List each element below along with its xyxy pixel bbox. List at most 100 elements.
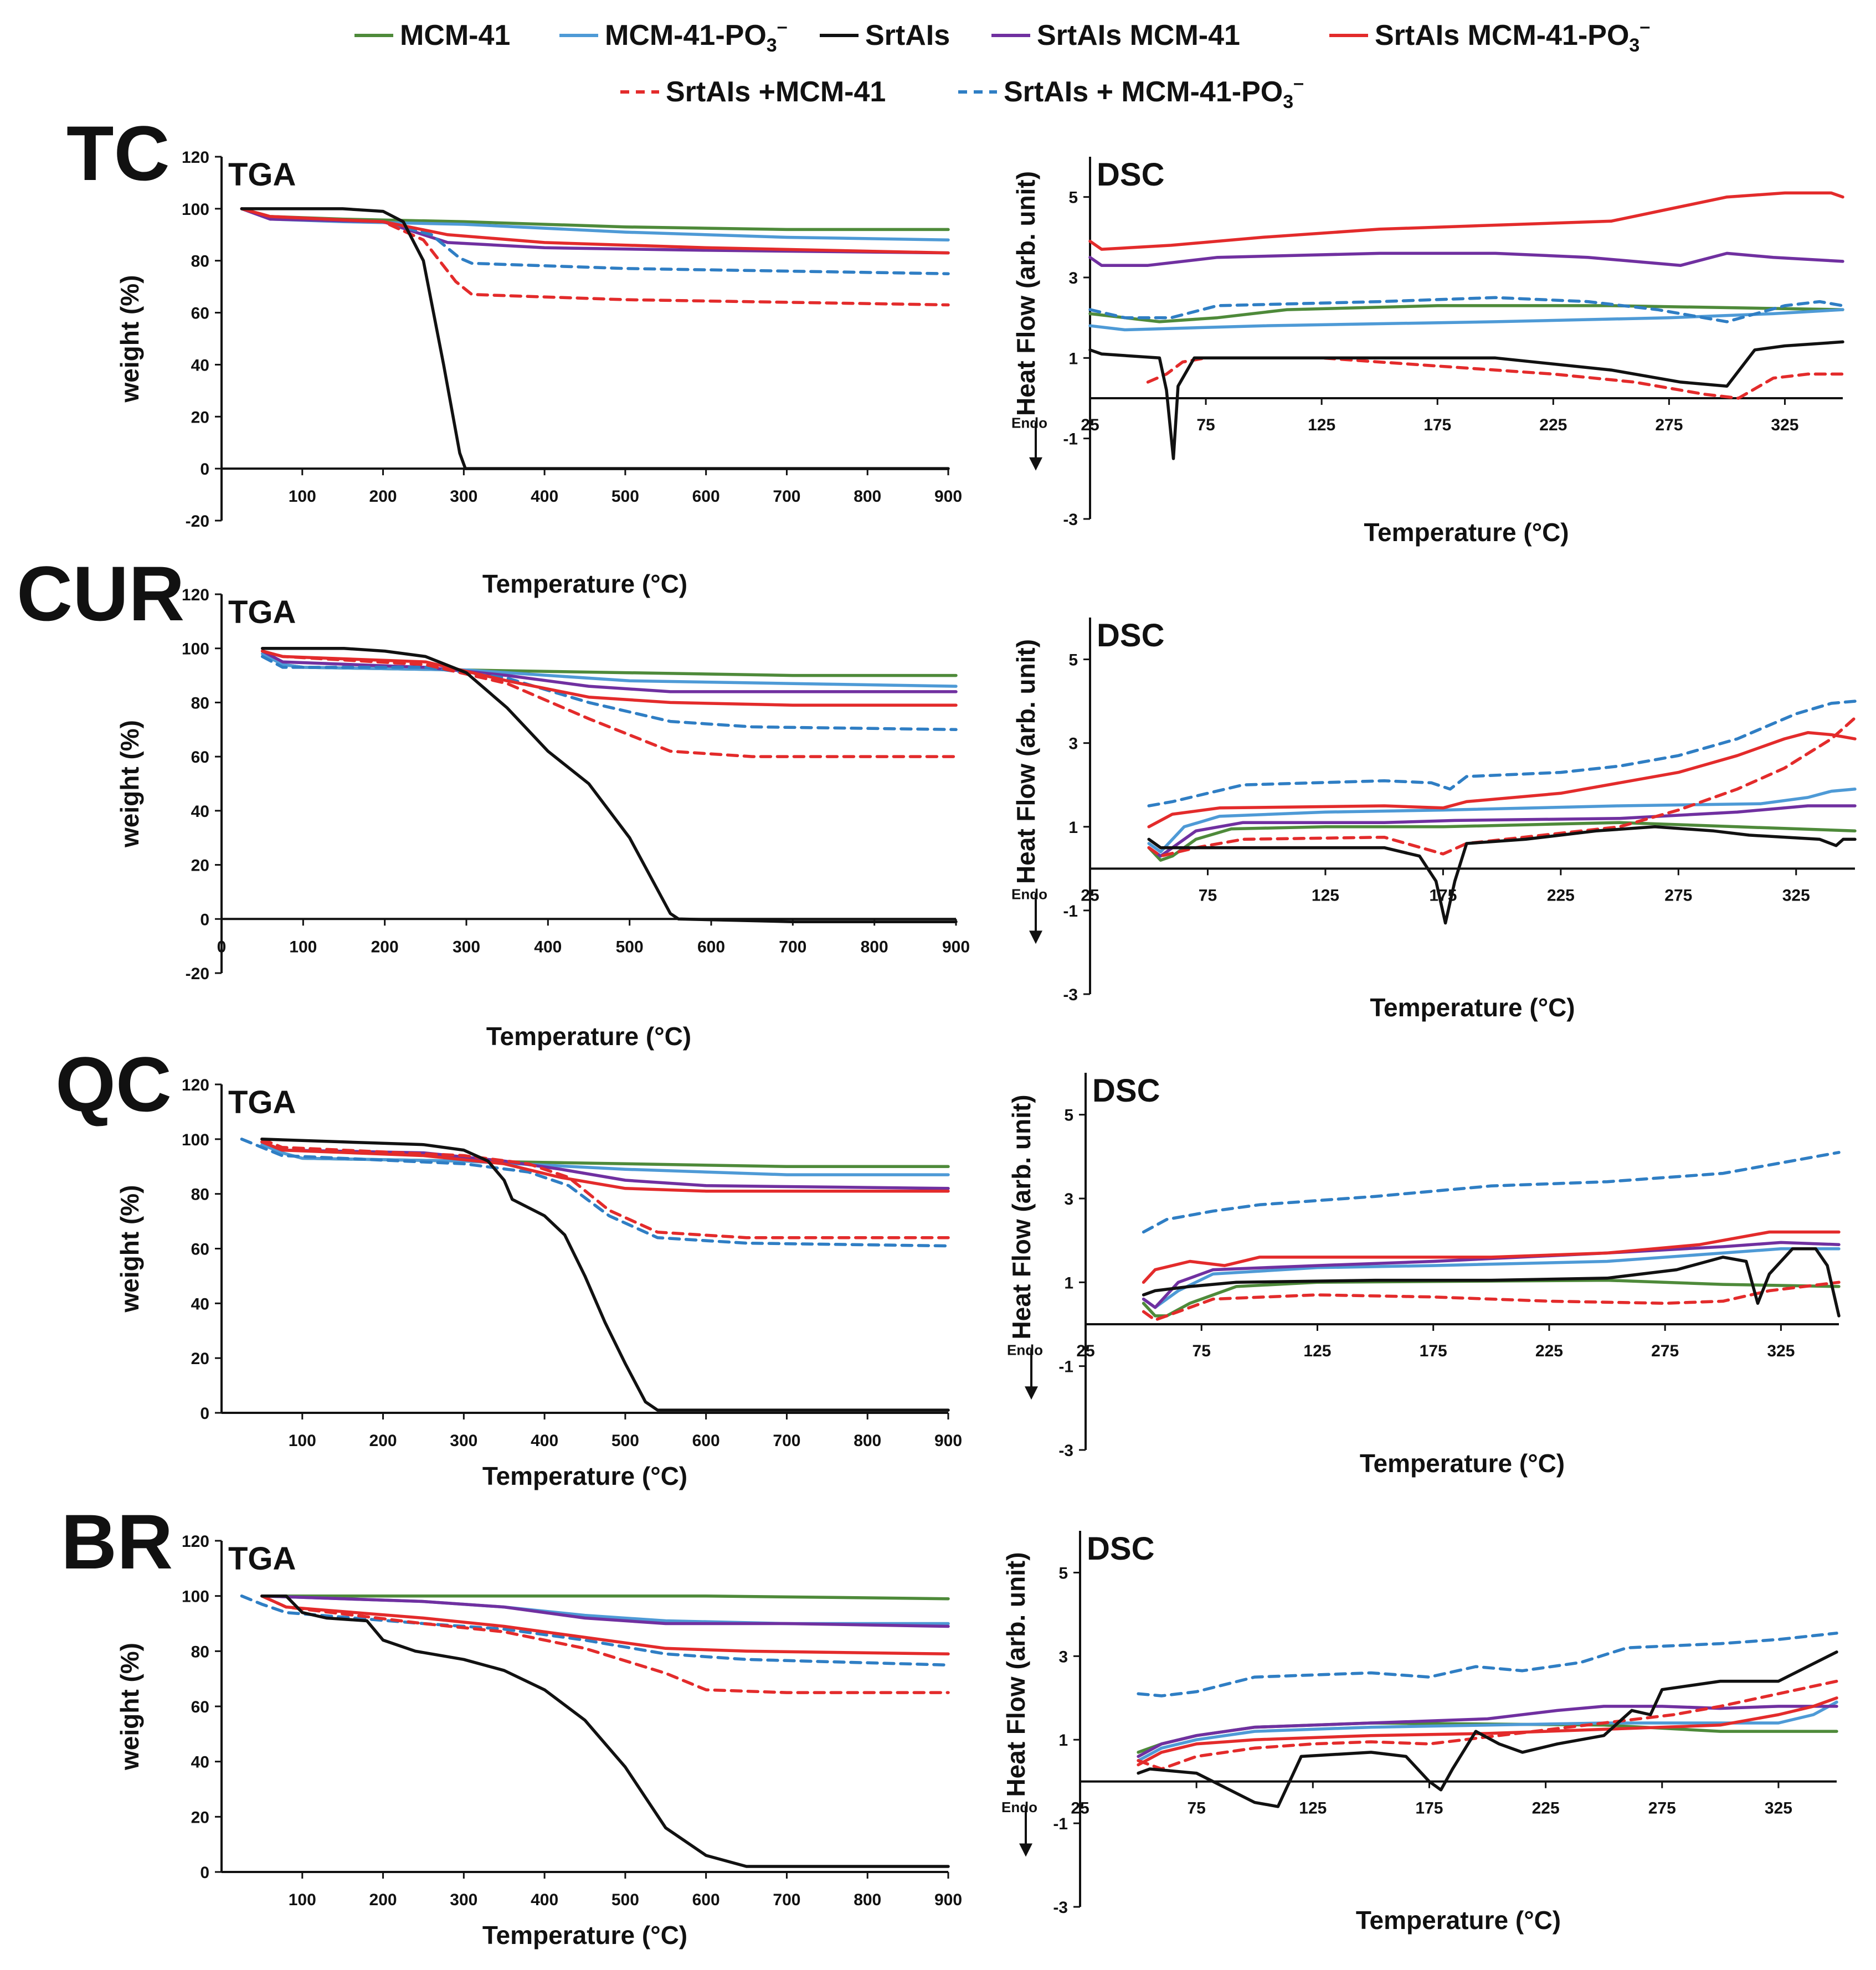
y-tick-label: -1 [1053, 1815, 1068, 1833]
x-tick-label: 225 [1547, 886, 1575, 904]
y-tick-label: 1 [1068, 819, 1078, 837]
x-tick-label: 900 [942, 938, 970, 956]
x-tick-label: 275 [1664, 886, 1692, 904]
y-tick-label: 3 [1068, 735, 1078, 753]
series-line-po3 [1147, 788, 1857, 853]
x-tick-label: 200 [369, 487, 397, 506]
x-tick-label: 400 [534, 938, 562, 956]
panel-title: TGA [228, 1541, 296, 1577]
series-line-po3 [240, 207, 950, 241]
x-tick-label: 75 [1193, 1342, 1211, 1360]
series-line-srtpo3 [1147, 731, 1857, 829]
y-tick-label: 120 [182, 1532, 209, 1551]
x-tick-label: 175 [1423, 416, 1451, 434]
panel-tc-dsc: -3 -1 1 3 5 25 75 125 175 225 275 325 DSC Temperature… [1011, 157, 1844, 547]
y-tick-label: 1 [1058, 1731, 1068, 1750]
series-line-srtmcm [1088, 251, 1844, 267]
series-line-mcm [260, 1594, 950, 1601]
x-tick-label: 500 [611, 487, 639, 506]
legend-label-mixpo3: SrtAIs + MCM-41-PO3– [1004, 73, 1304, 112]
x-tick-label: 800 [854, 1891, 881, 1909]
endo-arrowhead [1025, 1386, 1038, 1400]
series-line-srtmcm [1147, 804, 1857, 858]
y-axis-label: Heat Flow (arb. unit) [1011, 171, 1040, 416]
x-tick-label: 100 [289, 938, 317, 956]
x-tick-label: 200 [369, 1891, 397, 1909]
x-tick-label: 700 [773, 487, 800, 506]
legend-item-mcm: MCM-41 [354, 19, 510, 52]
y-tick-label: 40 [191, 356, 209, 374]
legend-label-srtpo3: SrtAIs MCM-41-PO3– [1375, 16, 1650, 56]
y-tick-label: 3 [1068, 269, 1078, 287]
x-tick-label: 175 [1415, 1799, 1443, 1818]
x-tick-label: 325 [1767, 1342, 1795, 1360]
series-line-srtpo3 [1137, 1696, 1838, 1767]
endo-arrowhead [1029, 457, 1042, 471]
y-tick-label: 120 [182, 148, 209, 167]
legend-item-po3: MCM-41-PO3– [559, 16, 788, 56]
x-tick-label: 700 [779, 938, 806, 956]
y-tick-label: 60 [191, 1241, 209, 1259]
y-tick-label: 40 [191, 1295, 209, 1313]
x-tick-label: 125 [1299, 1799, 1327, 1818]
x-tick-label: 100 [289, 1432, 316, 1450]
x-tick-label: 25 [1071, 1799, 1089, 1818]
x-tick-label: 25 [1081, 886, 1099, 904]
x-tick-label: 900 [934, 1432, 962, 1450]
x-tick-label: 200 [371, 938, 399, 956]
y-tick-label: 120 [182, 586, 209, 604]
series-line-mixmcm [260, 1138, 950, 1239]
y-tick-label: 80 [191, 253, 209, 271]
series-line-mixmcm [1142, 1280, 1841, 1322]
y-tick-label: 100 [182, 1131, 209, 1149]
y-tick-label: -1 [1058, 1358, 1073, 1376]
x-tick-label: 100 [289, 1891, 316, 1909]
legend-item-srt: SrtAIs [820, 19, 950, 52]
endo-label: Endo [1011, 415, 1047, 431]
y-tick-label: 5 [1064, 1107, 1073, 1125]
y-tick-label: 3 [1058, 1648, 1068, 1666]
endo-label: Endo [1011, 886, 1047, 903]
x-tick-label: 300 [450, 487, 477, 506]
y-axis-label: Heat Flow (arb. unit) [1001, 1552, 1030, 1797]
x-tick-label: 75 [1187, 1799, 1205, 1818]
series-line-mixpo3 [1142, 1151, 1841, 1234]
y-tick-label: 80 [191, 1643, 209, 1661]
series-line-srtmcm [1142, 1241, 1841, 1309]
x-tick-label: 275 [1651, 1342, 1679, 1360]
series-line-mixmcm [1137, 1679, 1838, 1771]
x-tick-label: 275 [1655, 416, 1683, 434]
legend-item-srtpo3: SrtAIs MCM-41-PO3– [1329, 16, 1650, 56]
y-tick-label: 0 [200, 1405, 209, 1423]
y-tick-label: 20 [191, 857, 209, 875]
series-line-mcm [1147, 821, 1857, 862]
series-line-srtpo3 [260, 649, 958, 707]
row-label-qc: QC [55, 1041, 172, 1128]
x-tick-label: 500 [611, 1891, 639, 1909]
series-line-mixpo3 [1147, 699, 1857, 807]
y-tick-label: -3 [1063, 986, 1078, 1004]
y-tick-label: 120 [182, 1076, 209, 1094]
y-tick-label: 20 [191, 1808, 209, 1827]
x-tick-label: 325 [1782, 886, 1810, 904]
panel-qc-tga: 0 20 40 60 80 100 120 100 200 300 400 500 600 700 800 9… [115, 1076, 962, 1490]
legend-label-srt: SrtAIs [865, 19, 950, 52]
y-tick-label: -1 [1063, 902, 1078, 920]
panel-title: DSC [1097, 157, 1164, 193]
x-tick-label: 600 [692, 1432, 720, 1450]
x-tick-label: 900 [934, 487, 962, 506]
y-tick-label: -20 [186, 512, 209, 531]
series-line-mixpo3 [1088, 296, 1844, 323]
y-tick-label: -20 [186, 965, 209, 983]
y-axis-label: Heat Flow (arb. unit) [1007, 1094, 1036, 1339]
series-line-srtpo3 [260, 1140, 950, 1193]
series-line-srt [1142, 1247, 1841, 1318]
y-tick-label: 40 [191, 803, 209, 821]
x-tick-label: 325 [1771, 416, 1798, 434]
legend-item-mixmcm: SrtAIs +MCM-41 [620, 76, 886, 108]
legend-label-srtmcm: SrtAIs MCM-41 [1037, 19, 1240, 52]
y-tick-label: 5 [1068, 651, 1078, 670]
legend-item-srtmcm: SrtAIs MCM-41 [991, 19, 1240, 52]
y-tick-label: 0 [200, 911, 209, 929]
x-tick-label: 75 [1196, 416, 1215, 434]
